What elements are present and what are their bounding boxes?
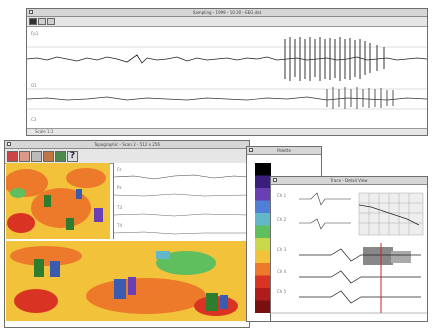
scale-label: Scale 1:1	[35, 129, 54, 134]
close-icon[interactable]	[273, 178, 277, 182]
layer-icon[interactable]	[55, 150, 66, 162]
trace-label: T3	[117, 205, 122, 210]
open-icon[interactable]	[7, 150, 18, 162]
map-titlebar[interactable]: Topographic - Scan 2 - 512 x 256	[5, 141, 249, 149]
waveform-plot[interactable]	[27, 27, 427, 123]
palette-swatch[interactable]	[255, 213, 271, 226]
trace-label: Ch 3	[277, 247, 287, 252]
detail-window: Trace - Detail View Ch 1 Ch 2 Ch 3 Ch 4 …	[270, 176, 428, 322]
heatmap-upper[interactable]	[6, 163, 110, 239]
detail-window-title: Trace - Detail View	[330, 178, 368, 183]
waveform-trace-1	[27, 54, 427, 64]
detail-trace-plot[interactable]	[271, 185, 427, 321]
trace-label: T4	[117, 223, 122, 228]
palette-swatch[interactable]	[255, 288, 271, 301]
main-titlebar[interactable]: Sampling - 1999 - 10:30 - EEG.dat	[27, 9, 427, 17]
main-statusbar: Scale 1:1	[27, 128, 427, 135]
burst-activity-2	[326, 87, 394, 109]
detail-titlebar[interactable]: Trace - Detail View	[271, 177, 427, 185]
close-icon[interactable]	[7, 142, 11, 146]
main-waveform-window: Sampling - 1999 - 10:30 - EEG.dat Fp1 O1…	[26, 8, 428, 136]
select-tool-icon[interactable]	[29, 18, 37, 25]
save-icon[interactable]	[19, 150, 30, 162]
palette-swatch[interactable]	[255, 238, 271, 251]
palette-swatch[interactable]	[255, 250, 271, 264]
palette-swatch[interactable]	[255, 225, 271, 239]
map-trace-panel: Fz Pz T3 T4	[113, 163, 249, 239]
trace-label: Ch 1	[277, 193, 287, 198]
heatmap-lower[interactable]	[6, 241, 250, 321]
channel-label: Fp1	[31, 31, 39, 36]
map-toolbar: ?	[5, 149, 249, 164]
map-trace-plot	[114, 174, 248, 235]
main-window-title: Sampling - 1999 - 10:30 - EEG.dat	[192, 10, 262, 15]
palette-swatch[interactable]	[255, 163, 271, 176]
palette-window-title: Palette	[277, 148, 291, 153]
palette-swatch[interactable]	[255, 300, 271, 314]
burst-activity	[284, 37, 385, 81]
palette-icon[interactable]	[43, 150, 54, 162]
map-window-title: Topographic - Scan 2 - 512 x 256	[94, 142, 160, 147]
pen-icon[interactable]	[31, 150, 42, 162]
trace-label: Ch 4	[277, 269, 287, 274]
main-toolbar	[27, 17, 427, 27]
trace-label: Ch 2	[277, 217, 287, 222]
trace-label: Fz	[117, 167, 122, 172]
trace-label: Ch 5	[277, 289, 287, 294]
close-icon[interactable]	[249, 148, 253, 152]
zoom-tool-icon[interactable]	[38, 18, 46, 25]
trace-label: Pz	[117, 185, 122, 190]
palette-swatch[interactable]	[255, 275, 271, 289]
channel-label: O1	[31, 83, 37, 88]
palette-titlebar[interactable]: Palette	[247, 147, 321, 155]
palette-swatch[interactable]	[255, 175, 271, 189]
palette-swatch[interactable]	[255, 263, 271, 276]
waveform-trace-2	[27, 96, 427, 101]
close-icon[interactable]	[29, 10, 33, 14]
color-scale[interactable]	[255, 163, 271, 313]
map-window: Topographic - Scan 2 - 512 x 256 ? Fz Pz…	[4, 140, 250, 328]
measure-tool-icon[interactable]	[47, 18, 55, 25]
palette-swatch[interactable]	[255, 200, 271, 214]
channel-label: C3	[31, 117, 37, 122]
palette-swatch[interactable]	[255, 188, 271, 201]
help-icon[interactable]: ?	[67, 150, 78, 162]
